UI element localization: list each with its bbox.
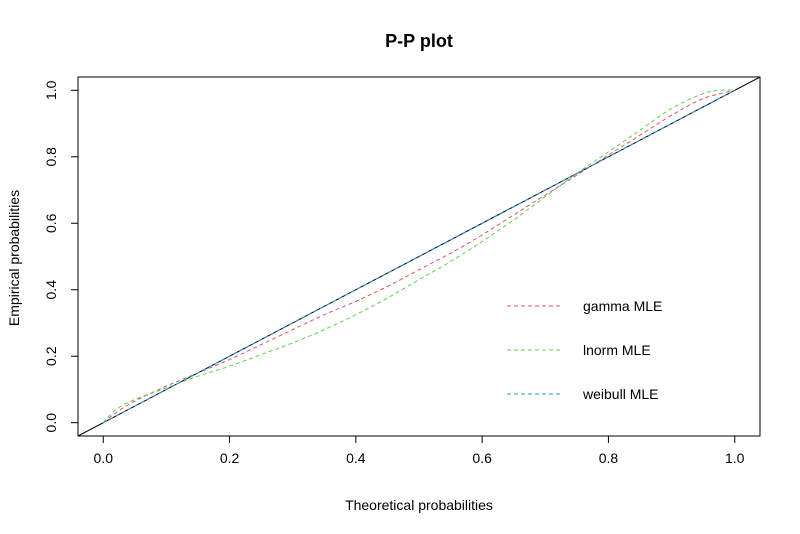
- y-tick-label: 0.6: [43, 213, 59, 233]
- x-tick-label: 0.8: [599, 450, 619, 466]
- plot-frame: [77, 76, 761, 437]
- legend-label-1: lnorm MLE: [583, 342, 651, 358]
- series-line-0: [102, 89, 735, 424]
- legend-label-0: gamma MLE: [583, 298, 662, 314]
- x-tick-label: 0.4: [346, 450, 366, 466]
- x-tick-label: 0.0: [94, 450, 114, 466]
- series-line-2: [103, 89, 735, 424]
- plot-area: 0.0 0.2 0.4 0.6 0.8 1.0 0.0 0.2 0.4 0.6 0.8 1.0 gamm…: [43, 76, 761, 466]
- x-tick-label: 0.6: [472, 450, 492, 466]
- y-axis-label: Empirical probabilities: [6, 190, 22, 326]
- y-tick-label: 0.2: [43, 346, 59, 366]
- x-axis-label: Theoretical probabilities: [345, 497, 493, 513]
- y-tick-label: 1.0: [43, 80, 59, 100]
- y-tick-label: 0.8: [43, 147, 59, 167]
- chart-title: P-P plot: [385, 31, 453, 51]
- x-tick-label: 0.2: [220, 450, 240, 466]
- x-tick-label: 1.0: [725, 450, 745, 466]
- y-tick-label: 0.4: [43, 280, 59, 300]
- y-tick-label: 0.0: [43, 413, 59, 433]
- legend-label-2: weibull MLE: [582, 386, 658, 402]
